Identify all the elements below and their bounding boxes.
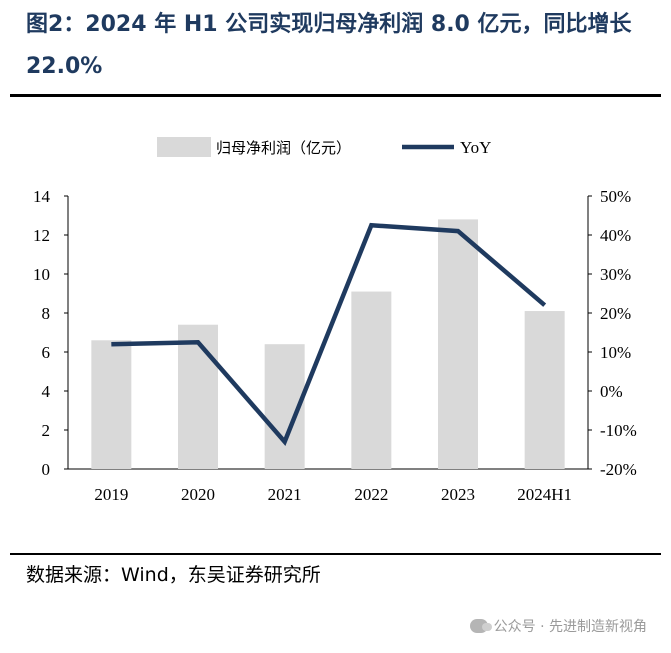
bottom-rule — [10, 553, 661, 555]
axes: 0 2 4 6 8 10 12 14 -20% -10% 0% 10% 20% 30% 40% 50% 2019… — [33, 187, 637, 504]
x-tick-label: 2023 — [441, 485, 475, 504]
left-tick-label: 0 — [42, 460, 51, 479]
figure-title: 图2：2024 年 H1 公司实现归母净利润 8.0 亿元，同比增长 22.0% — [26, 12, 632, 79]
legend-bar-label: 归母净利润（亿元） — [216, 139, 351, 157]
chart-area: 归母净利润（亿元） YoY 0 2 4 6 8 10 12 14 -20% -10% 0% 10% 20%… — [33, 137, 637, 504]
x-tick-label: 2024H1 — [517, 485, 572, 504]
left-tick-label: 10 — [33, 265, 50, 284]
right-tick-label: 0% — [600, 382, 623, 401]
x-tick-label: 2021 — [268, 485, 302, 504]
x-tick-label: 2019 — [94, 485, 128, 504]
watermark-text: 公众号 · 先进制造新视角 — [493, 619, 647, 635]
bar-2022 — [351, 291, 392, 469]
bar-series — [91, 219, 565, 469]
legend-line-label: YoY — [460, 138, 491, 157]
left-tick-label: 2 — [42, 421, 51, 440]
bar-2024H1 — [524, 311, 565, 469]
x-tick-label: 2022 — [354, 485, 388, 504]
line-series — [111, 222, 547, 446]
watermark: 公众号 · 先进制造新视角 — [469, 616, 647, 636]
right-tick-label: 50% — [600, 187, 631, 206]
left-tick-label: 4 — [42, 382, 51, 401]
left-tick-label: 8 — [42, 304, 51, 323]
right-tick-label: 10% — [600, 343, 631, 362]
legend: 归母净利润（亿元） YoY — [157, 137, 491, 157]
bar-2019 — [91, 340, 132, 469]
wechat-icon — [469, 619, 492, 633]
bar-2023 — [438, 219, 478, 469]
left-tick-label: 6 — [42, 343, 51, 362]
right-tick-label: -20% — [600, 460, 637, 479]
right-tick-label: 40% — [600, 226, 631, 245]
right-tick-label: -10% — [600, 421, 637, 440]
x-tick-label: 2020 — [181, 485, 215, 504]
legend-bar-swatch — [157, 137, 211, 157]
left-tick-label: 12 — [33, 226, 50, 245]
right-tick-label: 30% — [600, 265, 631, 284]
right-tick-label: 20% — [600, 304, 631, 323]
yoy-line — [111, 222, 547, 446]
left-tick-label: 14 — [33, 187, 51, 206]
bar-2020 — [178, 324, 218, 469]
top-rule — [10, 94, 661, 97]
source-note: 数据来源：Wind，东吴证券研究所 — [26, 564, 321, 586]
